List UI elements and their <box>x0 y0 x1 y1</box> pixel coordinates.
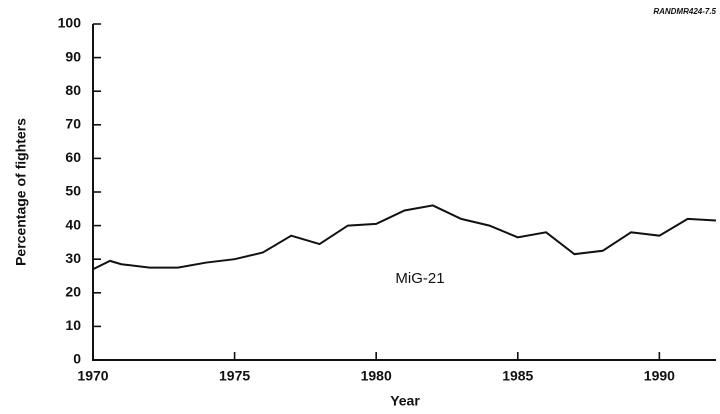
y-tick-label: 60 <box>65 149 81 165</box>
y-tick-label: 80 <box>65 82 81 98</box>
data-line <box>92 204 717 271</box>
x-tick-label: 1990 <box>644 368 675 384</box>
y-tick-label: 10 <box>65 317 81 333</box>
y-tick-label: 30 <box>65 250 81 266</box>
axes <box>92 24 716 361</box>
y-tick-label: 100 <box>58 15 82 31</box>
y-tick-label: 70 <box>65 116 81 132</box>
source-label: RANDMR424-7.5 <box>653 7 716 16</box>
y-tick-label: 40 <box>65 216 81 232</box>
x-tick-label: 1985 <box>502 368 533 384</box>
y-axis-label: Percentage of fighters <box>13 118 29 266</box>
y-tick-label: 0 <box>73 351 81 367</box>
y-tick-label: 50 <box>65 183 81 199</box>
x-tick-label: 1980 <box>361 368 392 384</box>
y-tick-label: 90 <box>65 48 81 64</box>
y-tick-label: 20 <box>65 284 81 300</box>
x-tick-label: 1975 <box>219 368 250 384</box>
x-axis-label: Year <box>390 393 420 409</box>
annotation: MiG-21 <box>395 270 444 287</box>
x-tick-label: 1970 <box>77 368 108 384</box>
